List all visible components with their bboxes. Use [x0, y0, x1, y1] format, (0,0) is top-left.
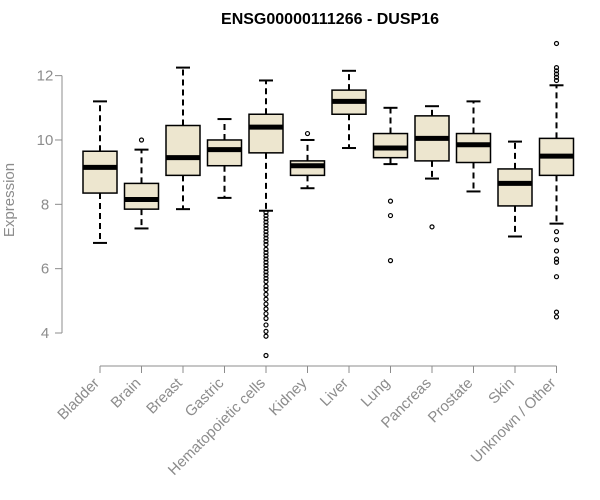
outlier-point	[263, 296, 269, 302]
outlier-point	[553, 64, 560, 71]
outlier-point	[263, 328, 269, 334]
iqr-box	[248, 113, 284, 154]
x-tick-label: Bladder	[54, 375, 103, 424]
outlier-point	[263, 219, 269, 225]
outlier-point	[263, 322, 269, 328]
outlier-point	[263, 238, 269, 244]
outlier-point	[263, 256, 269, 262]
outlier-point	[263, 333, 269, 339]
y-tick-label: 10	[37, 132, 54, 149]
outlier-point	[553, 74, 560, 80]
outlier-point	[263, 249, 269, 256]
outlier-point	[263, 253, 269, 259]
outlier-point	[429, 224, 435, 230]
outlier-point	[553, 248, 560, 254]
box-skin	[497, 140, 533, 238]
outlier-point	[263, 241, 269, 248]
x-tick-label: Liver	[317, 375, 352, 410]
outlier-point	[263, 225, 269, 232]
outlier-point	[263, 212, 269, 219]
outlier-point	[263, 216, 269, 222]
outlier-point	[387, 198, 394, 204]
outlier-point	[263, 283, 269, 289]
iqr-box	[82, 150, 118, 194]
y-tick-label: 8	[41, 196, 49, 213]
chart-title: ENSG00000111266 - DUSP16	[221, 11, 439, 28]
outlier-point	[387, 212, 394, 219]
y-axis-label: Expression	[1, 163, 18, 237]
outlier-point	[553, 314, 560, 320]
outlier-point	[553, 256, 560, 262]
outlier-point	[263, 315, 269, 322]
outlier-point	[263, 232, 269, 238]
outlier-point	[304, 130, 311, 137]
box-breast	[165, 66, 201, 211]
iqr-box	[497, 168, 533, 207]
x-tick-label: Prostate	[425, 375, 477, 427]
outlier-point	[263, 352, 269, 359]
outlier-point	[263, 269, 269, 275]
outlier-point	[263, 266, 269, 272]
outlier-point	[553, 68, 560, 74]
outlier-point	[553, 309, 560, 315]
y-tick-label: 4	[41, 325, 49, 342]
outlier-point	[263, 301, 269, 307]
outlier-point	[387, 258, 394, 264]
y-axis: 4 6 8 10 12	[37, 68, 63, 342]
box-bladder	[82, 100, 118, 244]
x-tick-label: Kidney	[266, 374, 311, 419]
outlier-point	[263, 246, 269, 252]
box-gastric	[206, 118, 243, 199]
box-lung	[372, 106, 409, 264]
outlier-point	[263, 272, 269, 278]
outlier-point	[263, 291, 269, 297]
iqr-box	[123, 182, 160, 210]
outlier-point	[553, 274, 560, 280]
x-tick-label: Lung	[358, 375, 394, 411]
outlier-point	[263, 278, 269, 285]
iqr-box	[455, 132, 492, 164]
box-liver	[331, 69, 367, 150]
outlier-point	[553, 229, 560, 235]
box-pancreas	[414, 105, 450, 230]
box-kidney	[289, 130, 326, 190]
outlier-point	[263, 259, 269, 265]
x-tick-label: Brain	[108, 375, 145, 412]
box-unknown-other	[538, 40, 575, 320]
outlier-point	[263, 262, 269, 269]
outlier-point	[263, 209, 269, 215]
outlier-point	[553, 71, 560, 77]
outlier-point	[263, 275, 269, 281]
outlier-point	[553, 259, 560, 265]
outlier-point	[263, 229, 269, 235]
box-hematopoietic-cells	[248, 79, 284, 359]
outlier-point	[263, 311, 269, 317]
box-prostate	[455, 100, 492, 193]
x-tick-label: Skin	[485, 375, 518, 408]
plot-boxes	[82, 40, 575, 359]
x-tick-label: Breast	[143, 374, 186, 417]
outlier-point	[263, 286, 269, 293]
y-tick-label: 6	[41, 261, 49, 278]
outlier-point	[553, 237, 560, 243]
outlier-point	[553, 40, 560, 47]
box-brain	[123, 137, 160, 230]
iqr-box	[165, 124, 201, 177]
outlier-point	[138, 137, 145, 143]
iqr-box	[206, 139, 243, 167]
outlier-point	[263, 235, 269, 241]
y-tick-label: 12	[37, 68, 54, 85]
outlier-point	[263, 306, 269, 312]
outlier-point	[263, 222, 269, 228]
outlier-point	[553, 77, 560, 84]
